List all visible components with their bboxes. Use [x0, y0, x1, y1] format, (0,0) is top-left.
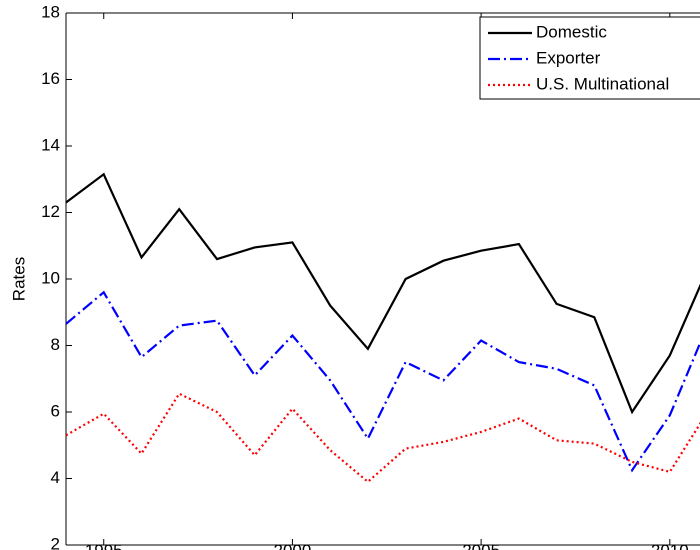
x-tick-label: 2005: [462, 541, 500, 550]
y-tick-label: 4: [51, 468, 60, 487]
plot-area: [66, 172, 700, 484]
data-line: [66, 290, 700, 473]
y-tick-label: 16: [41, 69, 60, 88]
x-tick-label: 2000: [274, 541, 312, 550]
data-line: [66, 392, 700, 484]
y-tick-label: 18: [41, 2, 60, 21]
x-tick-label: 1995: [85, 541, 123, 550]
legend-label: Domestic: [536, 22, 607, 41]
y-tick-label: 6: [51, 401, 60, 420]
data-line: [66, 172, 700, 415]
x-tick-label: 2010: [651, 541, 689, 550]
y-axis-label: Rates: [9, 257, 28, 301]
y-tick-label: 8: [51, 335, 60, 354]
y-tick-label: 12: [41, 202, 60, 221]
legend-label: Exporter: [536, 48, 601, 67]
y-tick-label: 10: [41, 268, 60, 287]
y-tick-label: 14: [41, 135, 60, 154]
y-tick-label: 2: [51, 534, 60, 550]
legend-label: U.S. Multinational: [536, 74, 669, 93]
